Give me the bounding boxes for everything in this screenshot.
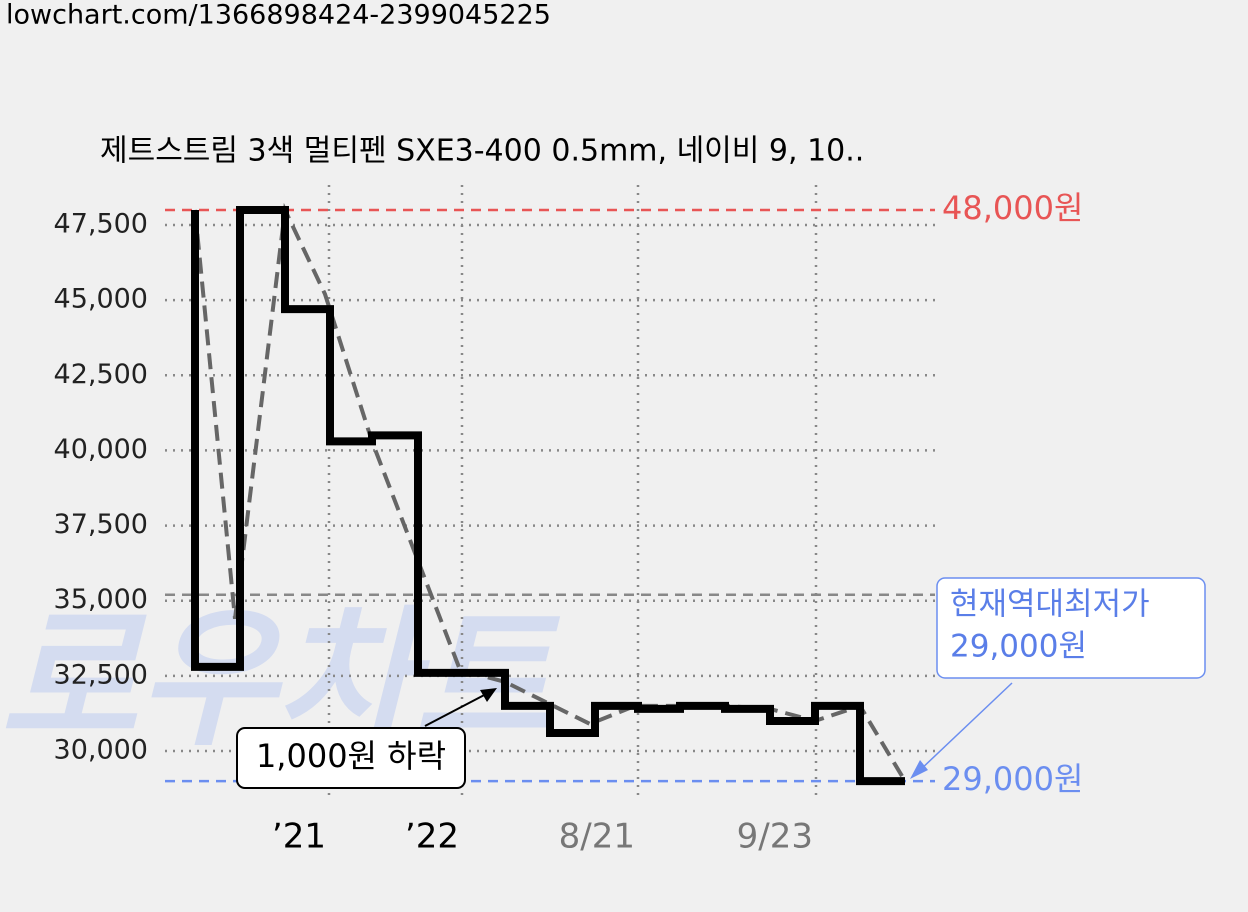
y-tick-label: 47,500 (54, 208, 148, 239)
y-tick-label: 32,500 (54, 659, 148, 690)
x-tick-label: ’21 (272, 817, 326, 857)
y-tick-label: 30,000 (54, 735, 148, 766)
annotation-arrow (424, 691, 491, 727)
y-tick-label: 45,000 (54, 284, 148, 315)
y-tick-label: 40,000 (54, 434, 148, 465)
url: lowchart.com/1366898424-2399045225 (6, 0, 551, 31)
x-tick-label: ’22 (405, 817, 459, 857)
chart-title: 제트스트림 3색 멀티펜 SXE3-400 0.5mm, 네이비 9, 10.. (100, 134, 864, 169)
x-tick-label: 8/21 (559, 817, 635, 857)
y-tick-label: 37,500 (54, 509, 148, 540)
price-line (191, 205, 905, 786)
annotation-box (236, 727, 466, 789)
x-tick-label: 9/23 (737, 817, 813, 857)
callout-box (936, 577, 1206, 679)
callout-arrowhead (910, 760, 928, 779)
callout-text: 현재역대최저가 (950, 587, 1150, 623)
y-tick-label: 42,500 (54, 359, 148, 390)
callout-arrow (917, 682, 1013, 773)
reference-label: 48,000원 (942, 189, 1083, 227)
annotation-arrowhead (480, 688, 497, 702)
annotation-text: 1,000원 하락 (256, 737, 446, 775)
reference-label: 29,000원 (942, 760, 1083, 798)
trend-line (193, 202, 907, 783)
y-tick-label: 35,000 (54, 584, 148, 615)
callout-text: 29,000원 (950, 629, 1087, 665)
